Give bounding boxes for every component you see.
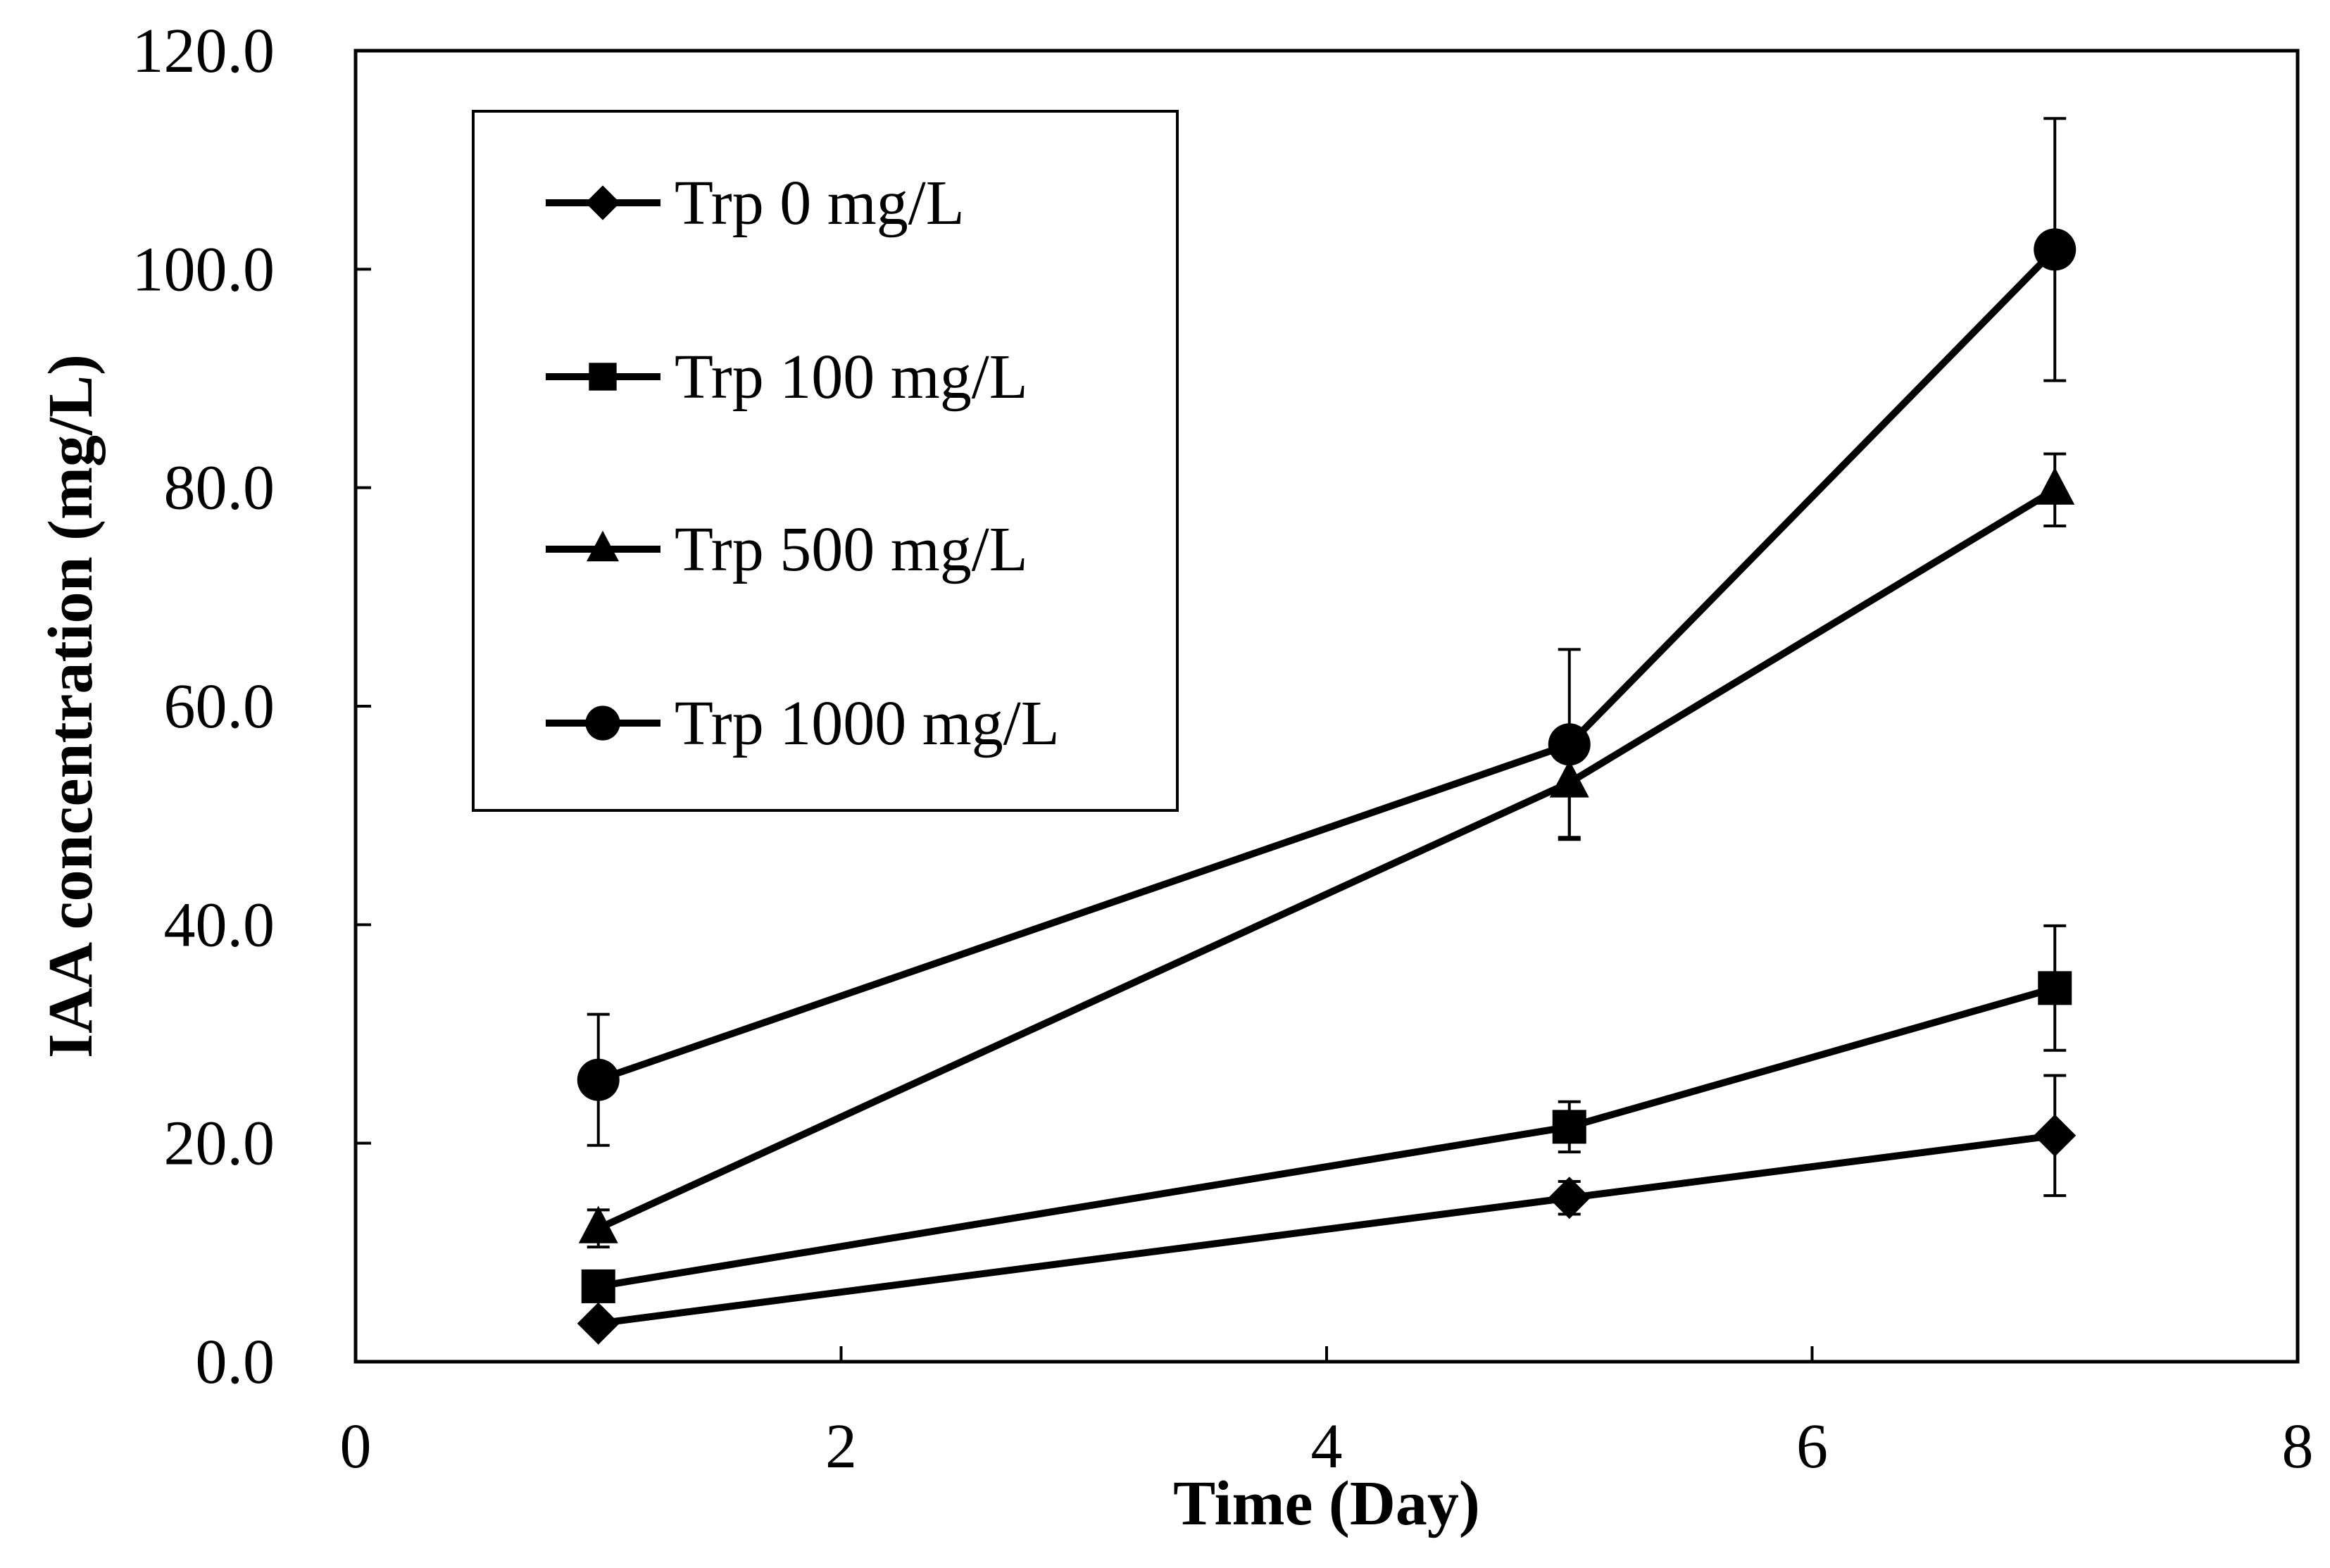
- legend-marker: [587, 530, 619, 562]
- data-point: [581, 1269, 615, 1303]
- series-4: [577, 117, 2077, 1147]
- x-tick-label: 4: [1311, 1412, 1343, 1481]
- legend-item-1: Trp 0 mg/L: [546, 168, 965, 238]
- legend-item-2: Trp 100 mg/L: [546, 342, 1028, 412]
- data-point: [2034, 228, 2077, 271]
- legend-label: Trp 0 mg/L: [675, 168, 965, 238]
- data-point: [1548, 1177, 1591, 1219]
- series-1: [577, 1074, 2077, 1345]
- series-2: [581, 924, 2072, 1303]
- x-tick-label: 6: [1796, 1412, 1828, 1481]
- legend-item-3: Trp 500 mg/L: [546, 515, 1028, 584]
- legend-label: Trp 1000 mg/L: [675, 689, 1060, 758]
- y-tick-label: 80.0: [164, 453, 275, 523]
- y-tick-label: 100.0: [132, 234, 275, 304]
- legend-label: Trp 100 mg/L: [675, 342, 1028, 412]
- x-tick-label: 8: [2282, 1412, 2314, 1481]
- data-point: [1548, 723, 1591, 766]
- y-tick-label: 20.0: [164, 1109, 275, 1179]
- data-point: [2035, 467, 2075, 505]
- y-tick-label: 0.0: [196, 1327, 275, 1397]
- data-point: [578, 1205, 618, 1243]
- legend-marker: [589, 363, 617, 391]
- data-point: [2038, 971, 2072, 1005]
- data-point: [1552, 1110, 1586, 1144]
- legend-item-4: Trp 1000 mg/L: [546, 689, 1060, 758]
- y-axis-title: IAA concentration (mg/L): [36, 354, 106, 1058]
- y-tick-label: 60.0: [164, 672, 275, 741]
- legend-box: [472, 110, 1179, 812]
- x-tick-label: 0: [340, 1412, 372, 1481]
- x-tick-label: 2: [825, 1412, 857, 1481]
- data-point: [2034, 1114, 2077, 1157]
- data-point: [577, 1058, 620, 1101]
- x-axis-title: Time (Day): [1173, 1469, 1480, 1538]
- y-tick-label: 40.0: [164, 890, 275, 960]
- legend-marker: [585, 705, 620, 741]
- data-point: [577, 1302, 620, 1345]
- series-line: [597, 984, 2056, 1290]
- legend-label: Trp 500 mg/L: [675, 515, 1028, 584]
- legend-marker: [585, 185, 620, 220]
- y-tick-label: 120.0: [132, 16, 275, 86]
